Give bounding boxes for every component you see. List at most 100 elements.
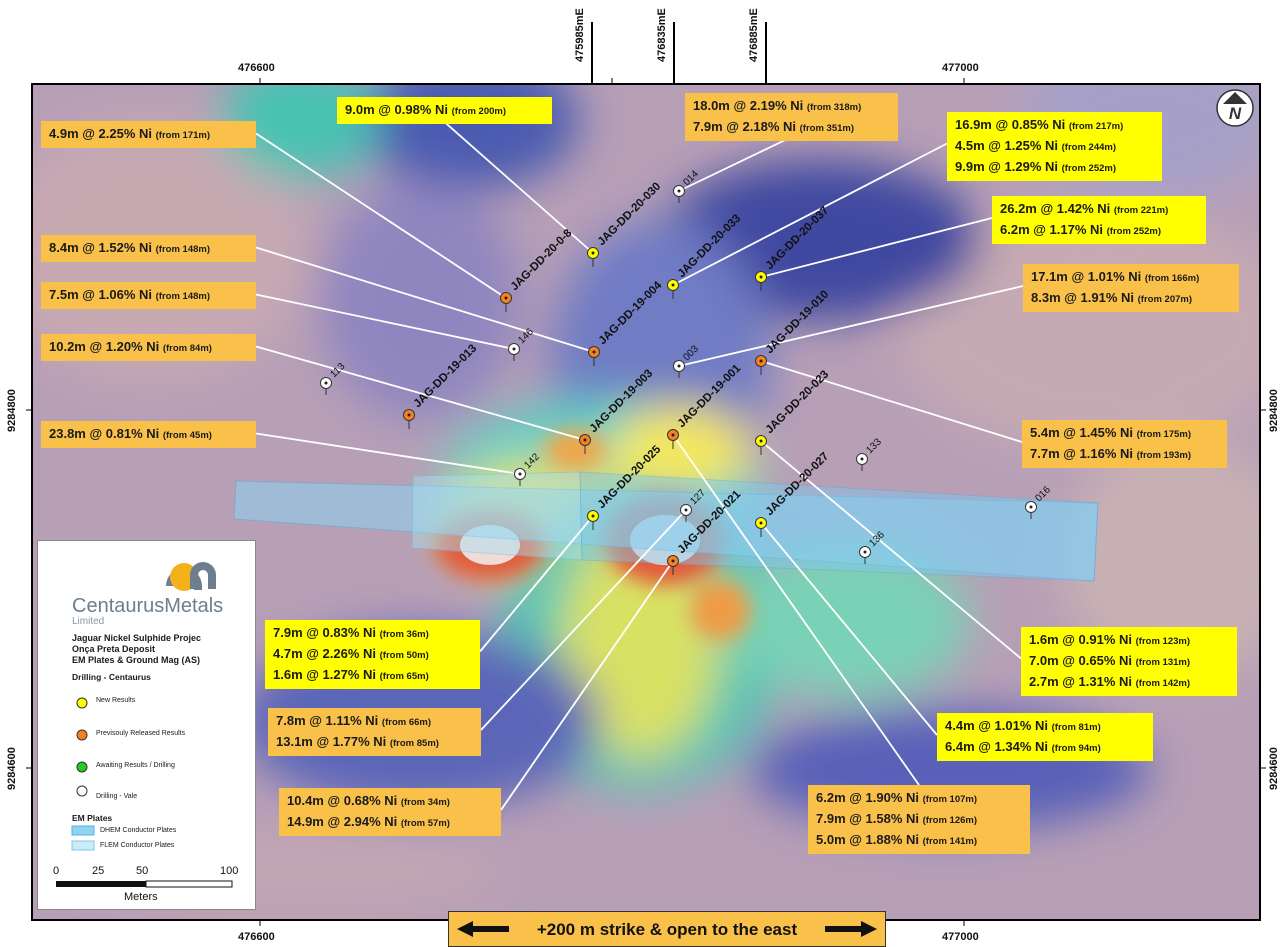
- intercept-depth: (from 217m): [1068, 121, 1124, 132]
- legend-awaiting-icon: [76, 761, 88, 773]
- intercept-value: 14.9m @ 2.94% Ni: [287, 814, 398, 829]
- bottom-tick-477000: 477000: [942, 931, 979, 943]
- intercept-box-a2: 9.0m @ 0.98% Ni (from 200m): [337, 97, 552, 124]
- intercept-value: 7.0m @ 0.65% Ni: [1029, 653, 1133, 668]
- intercept-value: 18.0m @ 2.19% Ni: [693, 98, 804, 113]
- legend-vale-icon: [76, 785, 88, 797]
- intercept-depth: (from 123m): [1135, 636, 1191, 647]
- collar-dot: [671, 559, 675, 563]
- intercept-depth: (from 207m): [1137, 294, 1193, 305]
- leader-line-a10: [255, 432, 521, 475]
- leader-line-a2: [443, 121, 594, 254]
- intercept-depth: (from 45m): [162, 430, 212, 441]
- intercept-line: 9.0m @ 0.98% Ni (from 200m): [345, 100, 544, 121]
- intercept-value: 13.1m @ 1.77% Ni: [276, 734, 387, 749]
- intercept-line: 7.9m @ 0.83% Ni (from 36m): [273, 623, 472, 644]
- intercept-box-a14: 7.8m @ 1.11% Ni (from 66m) 13.1m @ 1.77% …: [268, 708, 481, 756]
- intercept-value: 4.5m @ 1.25% Ni: [955, 138, 1059, 153]
- intercept-line: 23.8m @ 0.81% Ni (from 45m): [49, 424, 248, 445]
- intercept-line: 6.2m @ 1.17% Ni (from 252m): [1000, 220, 1198, 241]
- legend-item-vale: Drilling - Vale: [96, 793, 138, 800]
- bottom-tick-476600: 476600: [238, 931, 275, 943]
- collar-dot: [863, 550, 867, 554]
- intercept-box-a17: 6.2m @ 1.90% Ni (from 107m) 7.9m @ 1.58% …: [808, 785, 1030, 854]
- intercept-box-a12: 7.9m @ 0.83% Ni (from 36m) 4.7m @ 2.26% N…: [265, 620, 480, 689]
- leader-line-a5: [760, 217, 993, 278]
- intercept-line: 10.4m @ 0.68% Ni (from 34m): [287, 791, 493, 812]
- intercept-depth: (from 148m): [155, 291, 211, 302]
- intercept-line: 1.6m @ 1.27% Ni (from 65m): [273, 665, 472, 686]
- intercept-box-a4: 16.9m @ 0.85% Ni (from 217m) 4.5m @ 1.25%…: [947, 112, 1162, 181]
- intercept-depth: (from 84m): [162, 343, 212, 354]
- legend-panel: CentaurusMetals Limited Jaguar Nickel Su…: [37, 540, 256, 910]
- leader-line-a12: [479, 515, 594, 653]
- legend-title-1: Jaguar Nickel Sulphide Projec: [72, 633, 202, 643]
- intercept-line: 13.1m @ 1.77% Ni (from 85m): [276, 732, 473, 753]
- intercept-value: 5.4m @ 1.45% Ni: [1030, 425, 1134, 440]
- legend-drilling-heading: Drilling - Centaurus: [72, 672, 151, 682]
- intercept-box-a5: 26.2m @ 1.42% Ni (from 221m) 6.2m @ 1.17%…: [992, 196, 1206, 244]
- collar-dot: [759, 359, 763, 363]
- legend-new-icon: [76, 697, 88, 709]
- intercept-value: 23.8m @ 0.81% Ni: [49, 426, 160, 441]
- intercept-line: 7.0m @ 0.65% Ni (from 131m): [1029, 651, 1229, 672]
- leader-line-a4: [672, 142, 948, 286]
- legend-item-new: New Results: [96, 697, 136, 704]
- leader-line-a6: [255, 246, 595, 353]
- scale-bar-black: [56, 881, 146, 887]
- collar-dot: [324, 381, 328, 385]
- legend-item-previous: Previsouly Released Results: [96, 730, 186, 737]
- intercept-line: 8.4m @ 1.52% Ni (from 148m): [49, 238, 248, 259]
- legend-title-2: Onça Preta Deposit: [72, 644, 156, 654]
- legend-flem-swatch: [71, 840, 95, 851]
- intercept-value: 7.5m @ 1.06% Ni: [49, 287, 153, 302]
- dhem-conductor-plate: [411, 471, 583, 561]
- leader-line-a3: [678, 136, 792, 192]
- intercept-depth: (from 34m): [400, 797, 450, 808]
- leader-line-a17: [672, 434, 920, 786]
- legend-previous-icon: [76, 729, 88, 741]
- intercept-box-a9: 10.2m @ 1.20% Ni (from 84m): [41, 334, 256, 361]
- intercept-depth: (from 193m): [1136, 450, 1192, 461]
- legend-title-3: EM Plates & Ground Mag (AS): [72, 655, 201, 665]
- scale-tick-50: 50: [136, 865, 149, 877]
- intercept-value: 1.6m @ 1.27% Ni: [273, 667, 377, 682]
- intercept-box-a3: 18.0m @ 2.19% Ni (from 318m) 7.9m @ 2.18%…: [685, 93, 898, 141]
- intercept-value: 10.4m @ 0.68% Ni: [287, 793, 398, 808]
- intercept-depth: (from 148m): [155, 244, 211, 255]
- top-tick-476600: 476600: [238, 62, 275, 74]
- collar-dot: [518, 472, 522, 476]
- collar-dot: [677, 189, 681, 193]
- intercept-line: 14.9m @ 2.94% Ni (from 57m): [287, 812, 493, 833]
- intercept-box-a15: 4.4m @ 1.01% Ni (from 81m) 6.4m @ 1.34% N…: [937, 713, 1153, 761]
- intercept-value: 17.1m @ 1.01% Ni: [1031, 269, 1142, 284]
- intercept-box-a13: 1.6m @ 0.91% Ni (from 123m) 7.0m @ 0.65% …: [1021, 627, 1237, 696]
- intercept-box-a11: 5.4m @ 1.45% Ni (from 175m) 7.7m @ 1.16% …: [1022, 420, 1227, 468]
- intercept-line: 5.4m @ 1.45% Ni (from 175m): [1030, 423, 1219, 444]
- intercept-value: 9.9m @ 1.29% Ni: [955, 159, 1059, 174]
- intercept-line: 17.1m @ 1.01% Ni (from 166m): [1031, 267, 1231, 288]
- intercept-depth: (from 221m): [1113, 205, 1169, 216]
- section-label-476885: 476885mE: [748, 8, 760, 62]
- intercept-depth: (from 318m): [806, 102, 862, 113]
- intercept-depth: (from 94m): [1051, 743, 1101, 754]
- intercept-value: 7.8m @ 1.11% Ni: [276, 713, 379, 728]
- intercept-box-a6: 8.4m @ 1.52% Ni (from 148m): [41, 235, 256, 262]
- intercept-line: 7.7m @ 1.16% Ni (from 193m): [1030, 444, 1219, 465]
- intercept-value: 2.7m @ 1.31% Ni: [1029, 674, 1133, 689]
- intercept-depth: (from 141m): [922, 836, 978, 847]
- intercept-line: 7.9m @ 2.18% Ni (from 351m): [693, 117, 890, 138]
- leader-line-a15: [760, 522, 938, 736]
- collar-dot: [759, 439, 763, 443]
- intercept-depth: (from 200m): [451, 106, 507, 117]
- collar-dot: [583, 438, 587, 442]
- intercept-box-a10: 23.8m @ 0.81% Ni (from 45m): [41, 421, 256, 448]
- intercept-line: 5.0m @ 1.88% Ni (from 141m): [816, 830, 1022, 851]
- collar-dot: [504, 296, 508, 300]
- intercept-value: 1.6m @ 0.91% Ni: [1029, 632, 1133, 647]
- intercept-line: 6.2m @ 1.90% Ni (from 107m): [816, 788, 1022, 809]
- intercept-depth: (from 142m): [1135, 678, 1191, 689]
- intercept-value: 7.9m @ 1.58% Ni: [816, 811, 920, 826]
- legend-graphics: [56, 562, 233, 888]
- intercept-value: 8.3m @ 1.91% Ni: [1031, 290, 1135, 305]
